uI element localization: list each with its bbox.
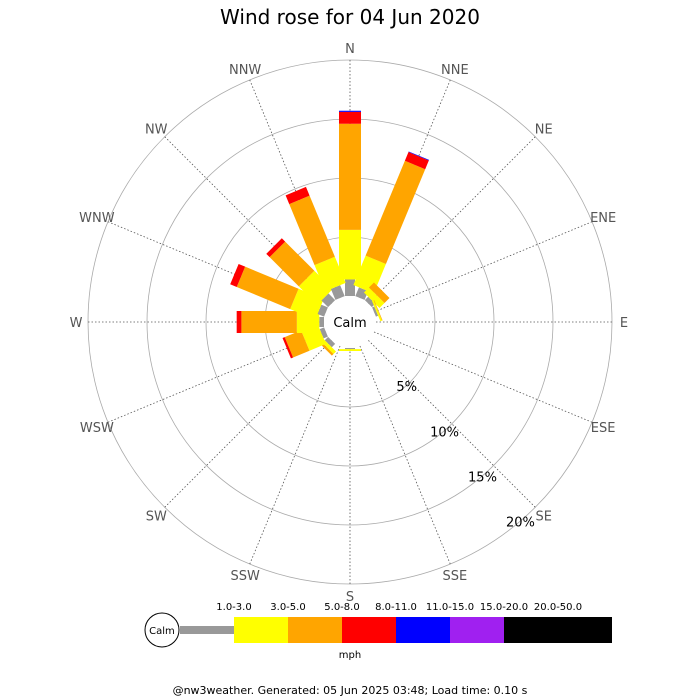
bar-nnw-bin-4: [285, 186, 310, 205]
spoke-ssw: [249, 345, 341, 565]
bar-n-bin-3: [339, 123, 361, 230]
legend-swatch-6: [450, 617, 504, 643]
spoke-se: [368, 340, 536, 508]
wind-bars: [230, 110, 430, 359]
bar-nw-bin-3: [269, 241, 315, 287]
bar-s-bin-1: [345, 348, 355, 350]
bar-nne-bin-3: [365, 160, 426, 265]
direction-label-ssw: SSW: [230, 569, 260, 584]
bar-nnw-bin-2: [314, 256, 346, 292]
bar-nne-bin-4: [404, 152, 429, 170]
direction-label-e: E: [620, 316, 628, 331]
calm-circle: [326, 298, 374, 346]
legend-bin-label-1: 1.0-3.0: [216, 602, 251, 613]
legend-calm-circle: [144, 612, 180, 648]
bar-sw-bin-1: [324, 336, 336, 348]
ring-label-4: 20%: [506, 516, 535, 531]
calm-label: Calm: [333, 316, 366, 331]
spoke-sw: [164, 340, 332, 508]
direction-label-nw: NW: [145, 122, 168, 137]
bar-ene-bin-1: [372, 306, 379, 317]
bar-wnw-bin-3: [236, 266, 299, 310]
direction-label-se: SE: [536, 510, 552, 525]
spoke-ne: [368, 136, 536, 304]
legend-swatch-1: [180, 626, 234, 634]
bar-ene-bin-2: [371, 300, 383, 322]
bar-wsw-bin-4: [282, 337, 294, 359]
bar-wsw-bin-1: [319, 327, 328, 339]
bar-ne-bin-2: [363, 287, 385, 309]
bar-w-bin-1: [319, 317, 324, 327]
direction-label-sw: SW: [146, 510, 167, 525]
bar-s-bin-2: [339, 349, 361, 351]
bar-w-bin-4: [236, 311, 242, 333]
bar-nne-bin-1: [355, 287, 369, 300]
bar-n-bin-4: [339, 111, 361, 124]
direction-label-ene: ENE: [590, 211, 616, 226]
legend-swatch-7: [504, 617, 558, 643]
spoke-ene: [373, 221, 593, 313]
bar-w-bin-3: [241, 311, 297, 333]
bar-nw-bin-4: [266, 238, 286, 258]
ring-labels: 5% 10% 15% 20%: [396, 380, 535, 531]
bar-nnw-bin-3: [289, 195, 335, 266]
bar-nne-bin-5: [408, 151, 430, 161]
legend-bin-label-4: 8.0-11.0: [375, 602, 417, 613]
direction-label-wsw: WSW: [80, 421, 114, 436]
legend-bin-label-6: 15.0-20.0: [480, 602, 528, 613]
bar-ne-bin-3: [368, 282, 390, 304]
direction-label-nne: NNE: [441, 63, 469, 78]
direction-label-s: S: [346, 590, 354, 605]
direction-label-wnw: WNW: [79, 211, 115, 226]
direction-label-sse: SSE: [442, 569, 467, 584]
bar-nne-bin-2: [353, 255, 386, 294]
ring-label-1: 5%: [396, 380, 417, 395]
speed-legend: Calm 1.0-3.0 3.0-5.0 5.0-8.0 8.0-11.0 11.0-15…: [144, 602, 612, 661]
direction-label-nnw: NNW: [229, 63, 261, 78]
legend-swatch-5: [396, 617, 450, 643]
bar-ene-bin-3: [373, 300, 383, 321]
legend-swatch-3: [288, 617, 342, 643]
legend-swatch-8: [558, 617, 612, 643]
ring-label-3: 15%: [468, 471, 497, 486]
bar-n-bin-1: [345, 279, 355, 296]
direction-label-ne: NE: [535, 122, 553, 137]
bar-n-bin-5: [339, 110, 361, 112]
direction-label-w: W: [70, 316, 83, 331]
spoke-sse: [359, 345, 451, 565]
legend-unit-label: mph: [339, 650, 361, 661]
calm-center: Calm: [326, 298, 374, 346]
bar-ne-bin-1: [364, 296, 376, 308]
legend-bin-label-2: 3.0-5.0: [270, 602, 305, 613]
spoke-ese: [373, 331, 593, 423]
legend-swatch-4: [342, 617, 396, 643]
bar-nw-bin-2: [298, 270, 333, 305]
footer-text: @nw3weather. Generated: 05 Jun 2025 03:4…: [173, 684, 528, 697]
legend-bin-label-7: 20.0-50.0: [534, 602, 582, 613]
direction-label-ese: ESE: [591, 421, 616, 436]
bar-nnw-bin-1: [330, 285, 345, 300]
bar-n-bin-2: [339, 229, 361, 280]
bar-wsw-bin-3: [284, 330, 310, 358]
bar-wnw-bin-4: [230, 263, 246, 287]
legend-swatch-2: [234, 617, 288, 643]
ring-label-2: 10%: [430, 425, 459, 440]
bar-nw-bin-1: [321, 293, 336, 308]
legend-bin-label-3: 5.0-8.0: [324, 602, 359, 613]
legend-bin-label-5: 11.0-15.0: [426, 602, 474, 613]
chart-title: Wind rose for 04 Jun 2020: [220, 5, 480, 29]
legend-calm-label: Calm: [149, 626, 175, 637]
direction-label-n: N: [345, 42, 355, 57]
direction-labels: N NNE NE ENE E ESE SE SSE S SSW SW WSW W WNW NW NNW: [70, 42, 629, 605]
